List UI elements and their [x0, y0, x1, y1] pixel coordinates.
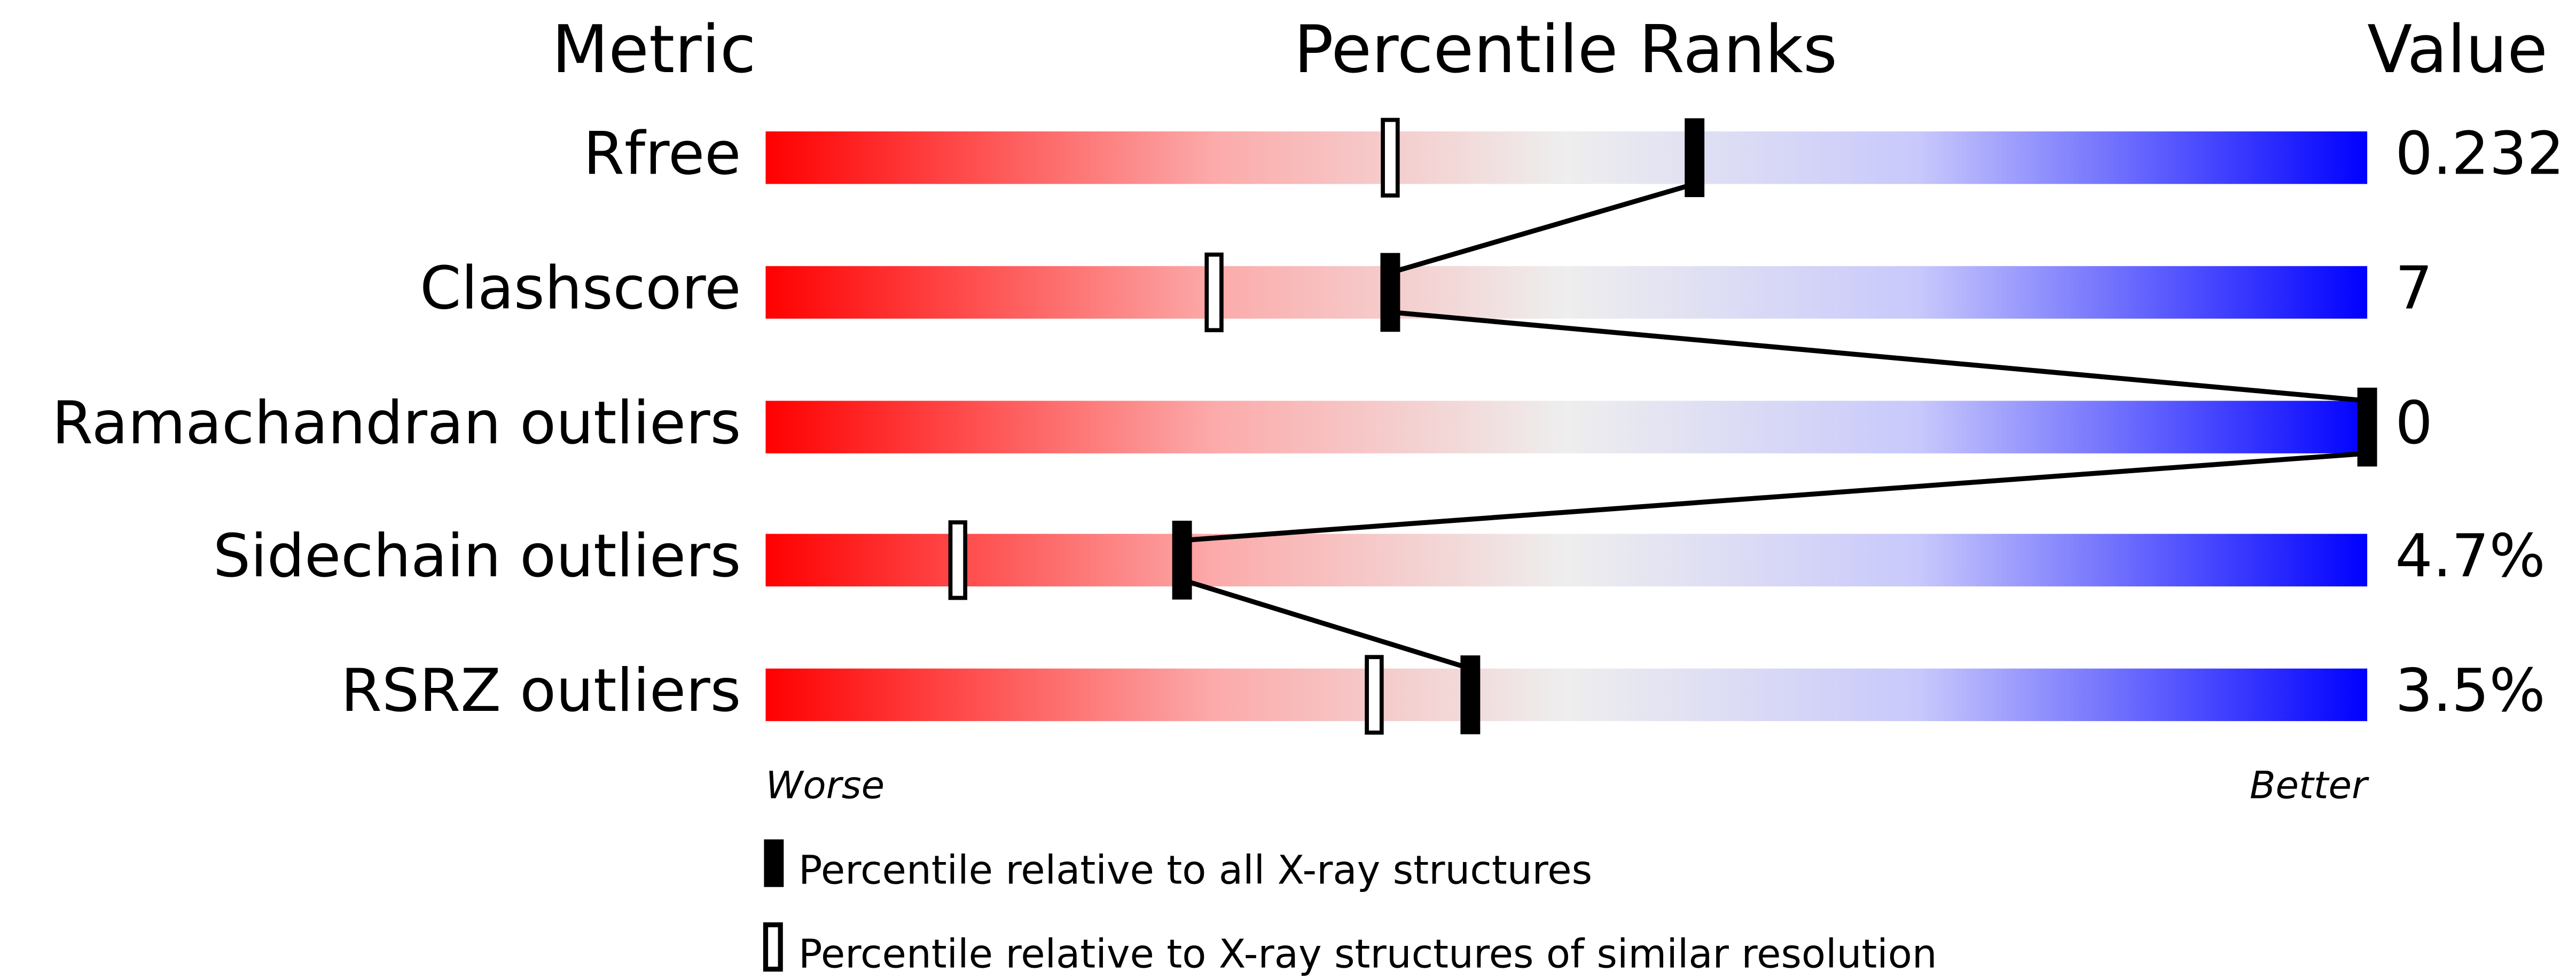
connector-line — [1181, 577, 1471, 671]
all-structures-marker — [2357, 387, 2377, 467]
legend-hollow-marker — [763, 922, 783, 972]
similar-resolution-marker — [1204, 252, 1224, 333]
metric-value: 7 — [2395, 254, 2432, 323]
header-metric: Metric — [552, 12, 756, 88]
axis-label-worse: Worse — [765, 763, 884, 808]
metric-label: Ramachandran outliers — [52, 389, 741, 458]
metric-value: 4.7% — [2395, 522, 2545, 591]
percentile-bar — [765, 131, 2368, 184]
metric-label: RSRZ outliers — [341, 656, 741, 725]
similar-resolution-marker — [1381, 118, 1400, 198]
metric-label: Rfree — [583, 120, 741, 189]
percentile-bar — [765, 668, 2368, 722]
similar-resolution-marker — [1365, 655, 1384, 735]
all-structures-marker — [1172, 520, 1192, 600]
percentile-bar — [765, 266, 2368, 319]
all-structures-marker — [1685, 118, 1705, 198]
connector-line — [1181, 451, 2368, 543]
metric-label: Clashscore — [420, 254, 741, 323]
legend-label-similar: Percentile relative to X-ray structures … — [798, 931, 1937, 977]
metric-value: 0.232 — [2395, 120, 2564, 189]
percentile-bar — [765, 534, 2368, 586]
metric-value: 3.5% — [2395, 656, 2545, 725]
all-structures-marker — [1380, 253, 1400, 332]
header-percentile-ranks: Percentile Ranks — [1294, 12, 1837, 88]
connector-line — [1389, 182, 1695, 275]
similar-resolution-marker — [948, 520, 968, 600]
legend-label-all: Percentile relative to all X-ray structu… — [798, 848, 1592, 894]
metric-label: Sidechain outliers — [213, 522, 741, 591]
percentile-bar — [765, 401, 2368, 453]
header-value: Value — [2367, 12, 2548, 88]
all-structures-marker — [1460, 655, 1481, 734]
connector-line — [1390, 309, 2368, 404]
metric-value: 0 — [2395, 389, 2432, 458]
axis-label-better: Better — [2250, 763, 2369, 808]
legend-filled-marker — [764, 839, 784, 887]
